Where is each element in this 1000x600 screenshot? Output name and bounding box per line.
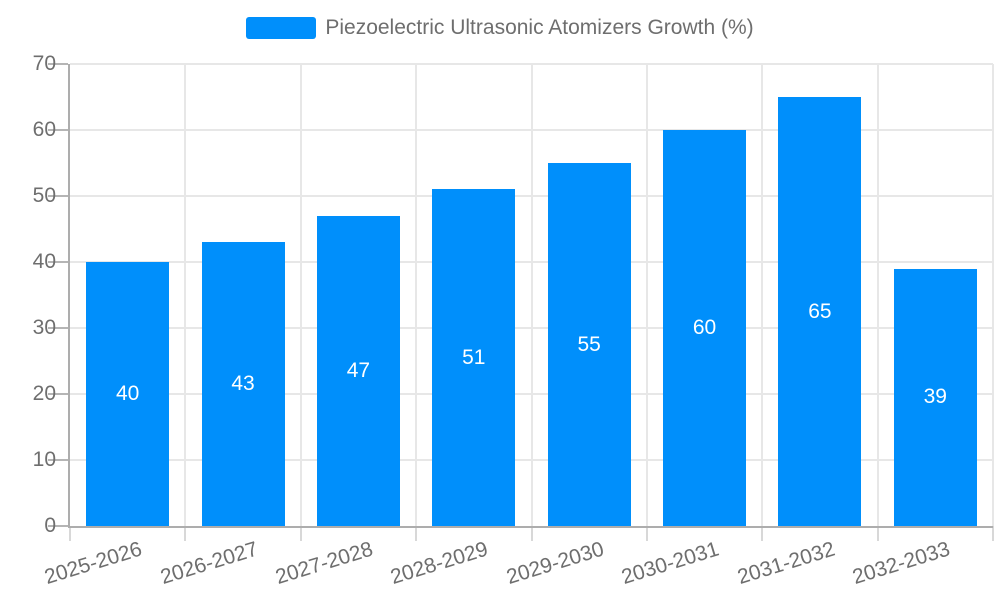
legend: Piezoelectric Ultrasonic Atomizers Growt… (0, 16, 1000, 40)
bar-value-label: 51 (462, 345, 486, 369)
y-axis-label: 30 (32, 316, 56, 339)
x-gridline (876, 64, 879, 526)
y-tick (48, 525, 68, 527)
bar-value-label: 60 (692, 316, 717, 339)
x-tick (761, 526, 764, 541)
x-axis-label: 2031-2032 (734, 537, 838, 589)
bar-value-label: 39 (923, 385, 947, 409)
y-tick (48, 393, 68, 395)
bar[interactable] (893, 268, 977, 526)
bar-value-label: 47 (346, 358, 371, 382)
x-gridline (415, 64, 418, 526)
legend-item[interactable]: Piezoelectric Ultrasonic Atomizers Growt… (246, 16, 754, 40)
y-axis-label: 10 (32, 448, 56, 471)
y-tick (48, 459, 68, 461)
x-tick (299, 526, 302, 541)
y-axis-label: 60 (32, 118, 56, 141)
x-axis-label: 2027-2028 (272, 537, 376, 589)
bar[interactable] (86, 262, 170, 526)
x-axis-label: 2025-2026 (42, 537, 145, 589)
x-axis-label: 2026-2027 (157, 537, 261, 589)
x-tick (184, 526, 187, 541)
y-tick (48, 261, 68, 263)
legend-marker-swatch (246, 17, 317, 39)
bar-value-label: 65 (808, 299, 832, 323)
x-gridline (645, 64, 648, 526)
y-axis-label: 40 (32, 250, 56, 273)
x-tick (645, 526, 648, 541)
x-gridline (184, 64, 187, 526)
bar[interactable] (432, 189, 516, 526)
x-axis-label: 2028-2029 (388, 537, 492, 589)
x-gridline (530, 64, 533, 526)
x-tick (992, 526, 994, 541)
legend-label: Piezoelectric Ultrasonic Atomizers Growt… (325, 16, 754, 39)
bar[interactable] (547, 163, 631, 526)
y-axis-label: 50 (32, 184, 56, 207)
x-tick (415, 526, 418, 541)
bar[interactable] (316, 215, 400, 526)
x-tick (530, 526, 533, 541)
x-gridline (992, 64, 994, 526)
bar[interactable] (778, 97, 862, 526)
x-axis-label: 2032-2033 (849, 537, 953, 589)
x-tick (69, 526, 71, 541)
y-tick (48, 195, 68, 197)
y-axis-line (68, 64, 70, 528)
bar-value-label: 40 (116, 382, 140, 405)
y-tick (48, 327, 68, 329)
y-tick (48, 63, 68, 65)
x-gridline (761, 64, 764, 526)
x-tick (876, 526, 879, 541)
x-axis-label: 2030-2031 (619, 537, 722, 589)
x-gridline (299, 64, 302, 526)
y-axis-label: 20 (32, 382, 56, 405)
x-axis-label: 2029-2030 (503, 537, 607, 589)
bar-value-label: 55 (577, 332, 601, 356)
bar[interactable] (663, 130, 747, 526)
y-axis-label: 70 (32, 52, 56, 75)
bar-value-label: 43 (231, 372, 255, 396)
bar[interactable] (201, 242, 285, 526)
x-axis-line (68, 526, 993, 528)
y-tick (48, 129, 68, 131)
y-axis-label: 0 (44, 514, 56, 537)
